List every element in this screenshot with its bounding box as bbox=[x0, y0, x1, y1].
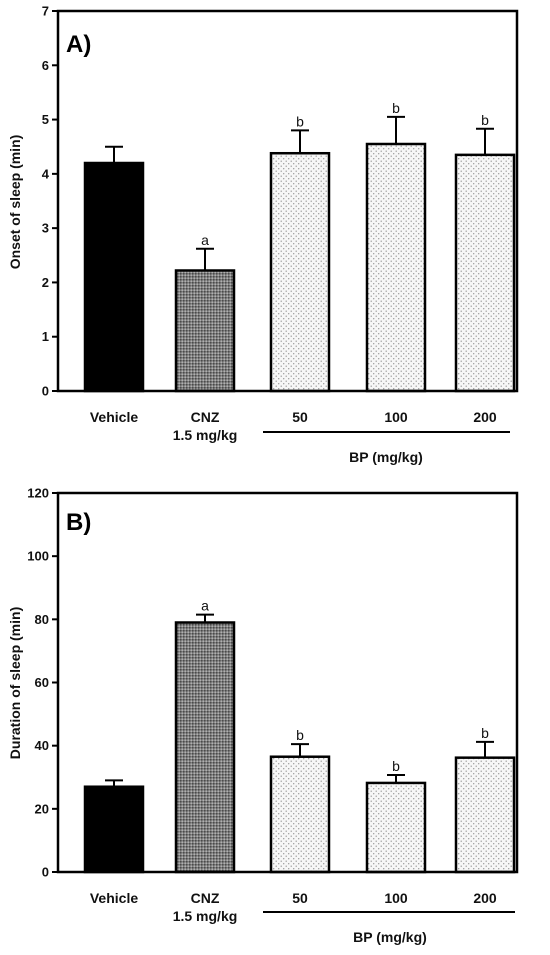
panel-b-bar-100 bbox=[365, 781, 427, 874]
panel-a-ytick-label: 3 bbox=[42, 221, 49, 236]
panel-a-significance-label: a bbox=[201, 232, 209, 248]
panel-b-group-label: BP (mg/kg) bbox=[353, 929, 427, 945]
panel-b-significance-label: b bbox=[296, 727, 304, 743]
panel-a-bar-50 bbox=[269, 151, 331, 393]
panel-b-category-label: 50 bbox=[292, 890, 308, 906]
panel-a-frame bbox=[56, 9, 519, 393]
panel-a-significance-label: b bbox=[296, 113, 304, 129]
panel-b-significance-label: a bbox=[201, 598, 209, 614]
panel-b-ytick-label: 20 bbox=[35, 801, 49, 816]
panel-a-significance-label: b bbox=[481, 112, 489, 128]
panel-a-significance-label: b bbox=[392, 100, 400, 116]
panel-a-label: A) bbox=[66, 31, 91, 58]
panel-b-label: B) bbox=[66, 509, 91, 536]
panel-b-category-label: 100 bbox=[384, 890, 408, 906]
panel-a-bar-cnz bbox=[174, 269, 236, 393]
panel-a-ytick-label: 7 bbox=[42, 4, 49, 19]
panel-b-ytick-label: 80 bbox=[35, 612, 49, 627]
panel-a-yaxis-ticks: 0 1 2 3 4 5 6 7 bbox=[42, 4, 58, 399]
panel-a-bar-vehicle bbox=[83, 161, 145, 393]
panel-b-ytick-label: 60 bbox=[35, 675, 49, 690]
panel-a-category-label: 100 bbox=[384, 409, 408, 425]
panel-b-bar-200 bbox=[454, 756, 516, 874]
panel-a-category-sublabel: 1.5 mg/kg bbox=[173, 427, 238, 443]
panel-a-category-label: Vehicle bbox=[90, 409, 138, 425]
panel-a-ytick-label: 0 bbox=[42, 384, 49, 399]
panel-b-ytick-label: 0 bbox=[42, 865, 49, 880]
panel-b-significance-labels: a b b b bbox=[201, 598, 489, 774]
panel-a-ytick-label: 4 bbox=[42, 166, 50, 181]
panel-b-ytick-label: 40 bbox=[35, 738, 49, 753]
panel-a-bar-100 bbox=[365, 142, 427, 393]
panel-a-significance-labels: a b b b bbox=[201, 100, 489, 248]
panel-a-category-label: 200 bbox=[473, 409, 497, 425]
panel-b-ytick-label: 100 bbox=[27, 549, 49, 564]
panel-b-bar-vehicle bbox=[83, 785, 145, 874]
panel-a-bars bbox=[83, 115, 516, 393]
panel-b-yaxis-ticks: 0 20 40 60 80 100 120 bbox=[27, 486, 58, 880]
panel-b-bars bbox=[83, 613, 516, 874]
panel-a-group-label: BP (mg/kg) bbox=[349, 449, 423, 465]
panel-b-category-label: CNZ bbox=[191, 890, 220, 906]
panel-a-category-label: CNZ bbox=[191, 409, 220, 425]
panel-a: Onset of sleep (min) A) 0 1 2 3 4 5 6 7 a b b b Ve… bbox=[7, 4, 519, 465]
panel-a-bar-200 bbox=[454, 153, 516, 393]
panel-b-bar-50 bbox=[269, 755, 331, 874]
panel-a-ylabel: Onset of sleep (min) bbox=[7, 135, 23, 270]
panel-b: Duration of sleep (min) B) 0 20 40 60 80 100 1… bbox=[7, 486, 519, 945]
panel-b-category-labels: Vehicle CNZ 1.5 mg/kg 50 100 200 bbox=[90, 890, 497, 924]
panel-a-ytick-label: 5 bbox=[42, 112, 49, 127]
panel-a-category-labels: Vehicle CNZ 1.5 mg/kg 50 100 200 bbox=[90, 409, 497, 443]
panel-b-category-label: 200 bbox=[473, 890, 497, 906]
panel-a-category-label: 50 bbox=[292, 409, 308, 425]
panel-b-significance-label: b bbox=[481, 725, 489, 741]
panel-a-ytick-label: 6 bbox=[42, 58, 49, 73]
panel-a-ytick-label: 2 bbox=[42, 275, 49, 290]
panel-a-ytick-label: 1 bbox=[42, 329, 49, 344]
panel-b-significance-label: b bbox=[392, 758, 400, 774]
panel-b-ytick-label: 120 bbox=[27, 486, 49, 501]
panel-b-frame bbox=[56, 491, 519, 874]
panel-b-category-sublabel: 1.5 mg/kg bbox=[173, 908, 238, 924]
panel-b-category-label: Vehicle bbox=[90, 890, 138, 906]
panel-b-bar-cnz bbox=[174, 621, 236, 874]
panel-b-ylabel: Duration of sleep (min) bbox=[7, 607, 23, 759]
